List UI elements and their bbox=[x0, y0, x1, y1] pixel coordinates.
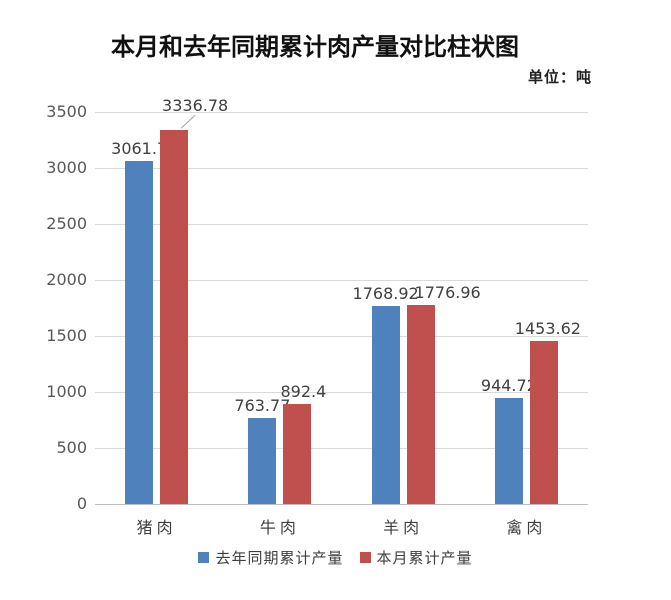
y-axis-tick-label: 2500 bbox=[46, 214, 87, 233]
data-label: 3336.78 bbox=[162, 96, 229, 116]
legend-item-this-month: 本月累计产量 bbox=[359, 547, 473, 568]
data-label: 763.77 bbox=[234, 396, 291, 416]
y-axis-tick-label: 2000 bbox=[46, 270, 87, 289]
y-axis-tick-label: 500 bbox=[56, 438, 87, 457]
gridline bbox=[95, 111, 588, 113]
x-axis-category-label: 牛肉 bbox=[259, 518, 300, 537]
data-label: 1453.62 bbox=[514, 319, 581, 339]
bar-last-year-3 bbox=[494, 398, 523, 504]
bar-last-year-1 bbox=[248, 418, 277, 504]
legend-item-last-year: 去年同期累计产量 bbox=[198, 547, 343, 568]
data-label: 1776.96 bbox=[414, 282, 481, 302]
legend-label: 去年同期累计产量 bbox=[215, 549, 344, 567]
x-axis-line bbox=[95, 503, 588, 505]
gridline bbox=[95, 447, 588, 449]
x-axis-category-label: 猪肉 bbox=[136, 518, 177, 537]
data-label: 1768.92 bbox=[352, 283, 419, 303]
legend-swatch-icon bbox=[359, 552, 371, 563]
y-axis-tick-label: 0 bbox=[76, 494, 87, 513]
gridline bbox=[95, 335, 588, 337]
legend-swatch-icon bbox=[198, 552, 210, 563]
plot-area: 0 500 1000 1500 2000 2500 3000 3500 3061.7 3336.7… bbox=[46, 96, 588, 513]
bar-this-month-2 bbox=[406, 304, 435, 504]
bar-this-month-1 bbox=[283, 404, 312, 504]
legend-label: 本月累计产量 bbox=[376, 549, 473, 567]
y-axis-tick-label: 3500 bbox=[46, 102, 87, 121]
gridline bbox=[95, 279, 588, 281]
gridline bbox=[95, 167, 588, 169]
bar-last-year-0 bbox=[125, 161, 154, 504]
data-label: 944.72 bbox=[480, 376, 537, 396]
y-axis-tick-label: 3000 bbox=[46, 158, 87, 177]
bar-this-month-0 bbox=[160, 130, 189, 504]
gridline bbox=[95, 391, 588, 393]
x-axis-category-label: 羊肉 bbox=[383, 518, 424, 537]
data-label: 892.4 bbox=[280, 382, 327, 402]
chart-title: 本月和去年同期累计肉产量对比柱状图 bbox=[111, 32, 519, 61]
x-axis-category-label: 禽肉 bbox=[506, 518, 547, 537]
gridline bbox=[95, 223, 588, 225]
data-label: 3061.7 bbox=[111, 139, 168, 159]
unit-label: 单位：吨 bbox=[527, 68, 592, 86]
bar-last-year-2 bbox=[371, 305, 400, 504]
legend: 去年同期累计产量 本月累计产量 bbox=[0, 547, 671, 568]
y-axis-tick-label: 1000 bbox=[46, 382, 87, 401]
y-axis-tick-label: 1500 bbox=[46, 326, 87, 345]
bar-this-month-3 bbox=[529, 341, 558, 504]
